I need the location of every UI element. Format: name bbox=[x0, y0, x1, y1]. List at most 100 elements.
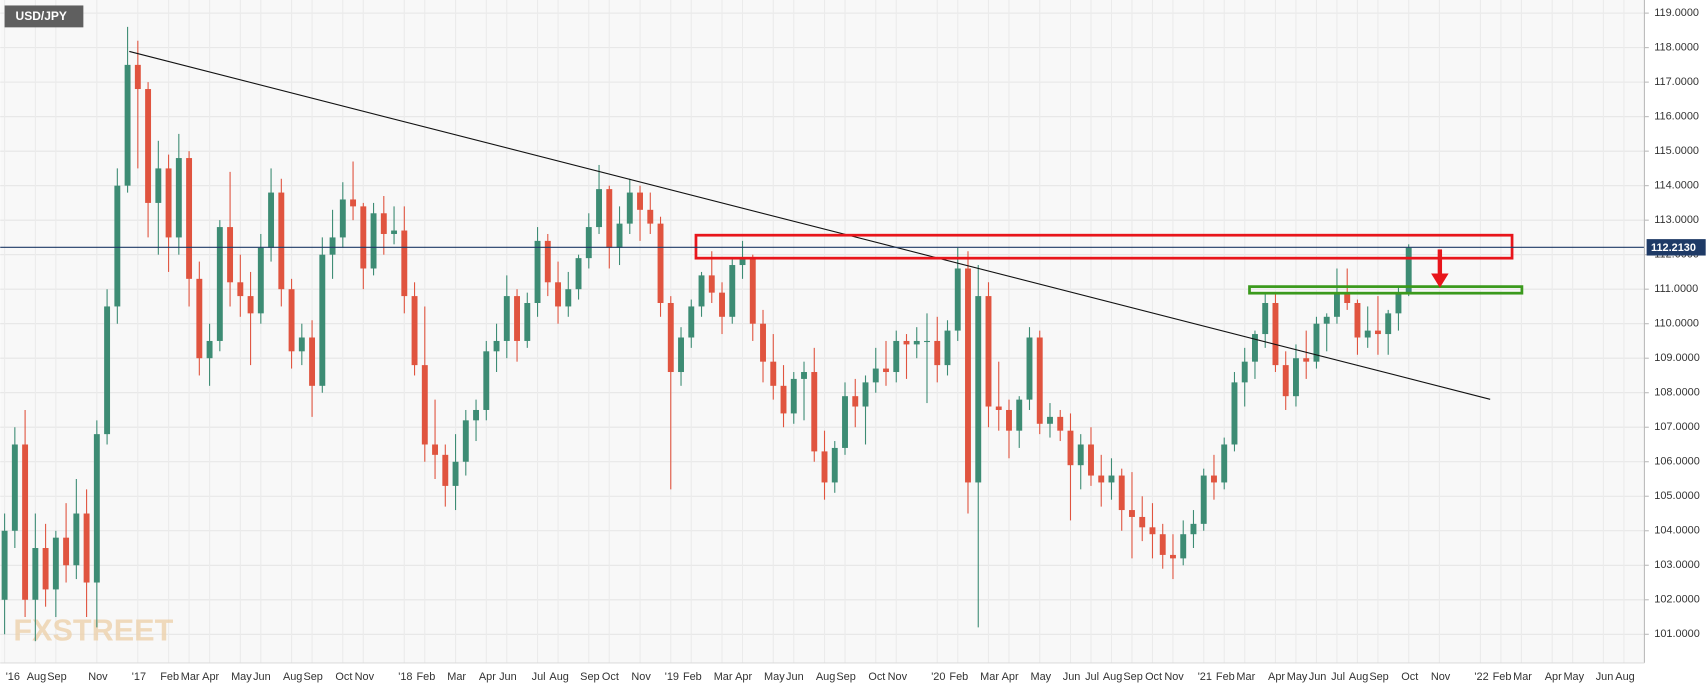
x-tick-label: Oct bbox=[868, 671, 885, 683]
y-tick-label: 106.0000 bbox=[1654, 456, 1700, 468]
x-tick-label: Feb bbox=[1216, 671, 1235, 683]
candle-body bbox=[432, 444, 439, 455]
last-price-tag bbox=[1646, 239, 1706, 256]
x-tick-label: Nov bbox=[1431, 671, 1451, 683]
x-tick-label: Jun bbox=[253, 671, 271, 683]
x-tick-label: Apr bbox=[735, 671, 752, 683]
candle-body bbox=[1282, 365, 1289, 397]
candle-body bbox=[565, 289, 572, 307]
candle-body bbox=[1364, 330, 1371, 338]
x-tick-label: Aug bbox=[283, 671, 302, 683]
x-tick-label: Mar bbox=[447, 671, 466, 683]
candle-body bbox=[124, 64, 131, 186]
x-tick-label: Oct bbox=[335, 671, 352, 683]
x-tick-label: Apr bbox=[1268, 671, 1285, 683]
candle-body bbox=[1272, 302, 1279, 366]
y-tick-label: 113.0000 bbox=[1654, 214, 1699, 226]
candle-body bbox=[452, 461, 459, 486]
candle-body bbox=[1077, 444, 1084, 466]
x-tick-label: May bbox=[1031, 671, 1052, 683]
down-arrow bbox=[1431, 249, 1449, 288]
candle-body bbox=[319, 254, 326, 386]
y-tick-label: 104.0000 bbox=[1654, 525, 1700, 537]
candle-body bbox=[903, 340, 910, 345]
y-tick-label: 111.0000 bbox=[1654, 283, 1698, 295]
candle-body bbox=[1200, 475, 1207, 524]
candle-body bbox=[52, 537, 59, 590]
candle-body bbox=[1231, 382, 1238, 445]
candle-body bbox=[1293, 358, 1299, 397]
x-tick-label: Nov bbox=[355, 671, 375, 683]
x-tick-label: Sep bbox=[580, 671, 599, 683]
candle-body bbox=[11, 444, 18, 531]
x-tick-label: '16 bbox=[6, 671, 20, 683]
candle-body bbox=[626, 192, 633, 224]
candle-body bbox=[893, 340, 900, 373]
candle-body bbox=[278, 192, 285, 290]
x-tick-label: Nov bbox=[631, 671, 651, 683]
candle-body bbox=[503, 296, 510, 341]
x-tick-label: Apr bbox=[479, 671, 496, 683]
candle-body bbox=[1108, 475, 1115, 483]
candle-body bbox=[985, 296, 992, 407]
y-tick-label: 103.0000 bbox=[1654, 559, 1700, 571]
x-tick-label: Sep bbox=[836, 671, 855, 683]
x-tick-label: Jul bbox=[1331, 671, 1345, 683]
candle-body bbox=[411, 296, 418, 366]
candle-body bbox=[298, 337, 305, 352]
candle-body bbox=[729, 265, 736, 317]
candle-body bbox=[606, 189, 613, 248]
candle-body bbox=[1334, 292, 1340, 317]
candle-body bbox=[514, 296, 520, 341]
candle-body bbox=[616, 223, 623, 248]
candle-body bbox=[801, 372, 807, 379]
candle-body bbox=[678, 337, 684, 373]
candle-body bbox=[145, 89, 152, 203]
candle-body bbox=[1395, 292, 1402, 314]
y-tick-label: 118.0000 bbox=[1654, 42, 1699, 54]
candle-body bbox=[585, 227, 592, 259]
x-tick-label: '18 bbox=[398, 671, 412, 683]
candle-body bbox=[872, 368, 879, 383]
candle-body bbox=[1262, 302, 1269, 335]
candle-body bbox=[924, 340, 930, 343]
candle-body bbox=[63, 537, 70, 566]
x-tick-label: Jun bbox=[1309, 671, 1327, 683]
x-tick-label: May bbox=[1287, 671, 1308, 683]
candle-body bbox=[1098, 475, 1105, 483]
candle-body bbox=[739, 258, 746, 266]
y-tick-label: 116.0000 bbox=[1654, 111, 1699, 123]
x-tick-label: '21 bbox=[1198, 671, 1212, 683]
candle-body bbox=[227, 227, 234, 283]
candle-body bbox=[1118, 475, 1125, 511]
candle-body bbox=[196, 278, 203, 359]
x-tick-label: Jun bbox=[499, 671, 517, 683]
candle-body bbox=[555, 282, 561, 307]
candle-body bbox=[954, 268, 961, 331]
candle-body bbox=[114, 185, 121, 307]
x-tick-label: '22 bbox=[1474, 671, 1488, 683]
candle-body bbox=[544, 240, 551, 283]
candle-body bbox=[913, 340, 920, 345]
x-tick-label: Sep bbox=[303, 671, 322, 683]
candle-body bbox=[1159, 534, 1166, 555]
candle-body bbox=[965, 268, 971, 483]
candle-body bbox=[247, 296, 254, 314]
x-tick-label: May bbox=[764, 671, 785, 683]
x-tick-label: Feb bbox=[416, 671, 435, 683]
y-tick-label: 110.0000 bbox=[1654, 318, 1699, 330]
candle-body bbox=[1006, 409, 1012, 431]
candle-body bbox=[360, 206, 367, 269]
candle-body bbox=[134, 64, 141, 90]
candle-body bbox=[688, 306, 695, 338]
candle-body bbox=[575, 258, 582, 290]
candle-body bbox=[462, 420, 469, 462]
candle-body bbox=[1344, 292, 1351, 303]
candle-body bbox=[719, 292, 725, 317]
candle-body bbox=[934, 340, 941, 366]
x-tick-label: Feb bbox=[1493, 671, 1512, 683]
x-tick-label: Nov bbox=[888, 671, 908, 683]
candle-body bbox=[32, 548, 39, 600]
plot-background bbox=[0, 0, 1644, 663]
